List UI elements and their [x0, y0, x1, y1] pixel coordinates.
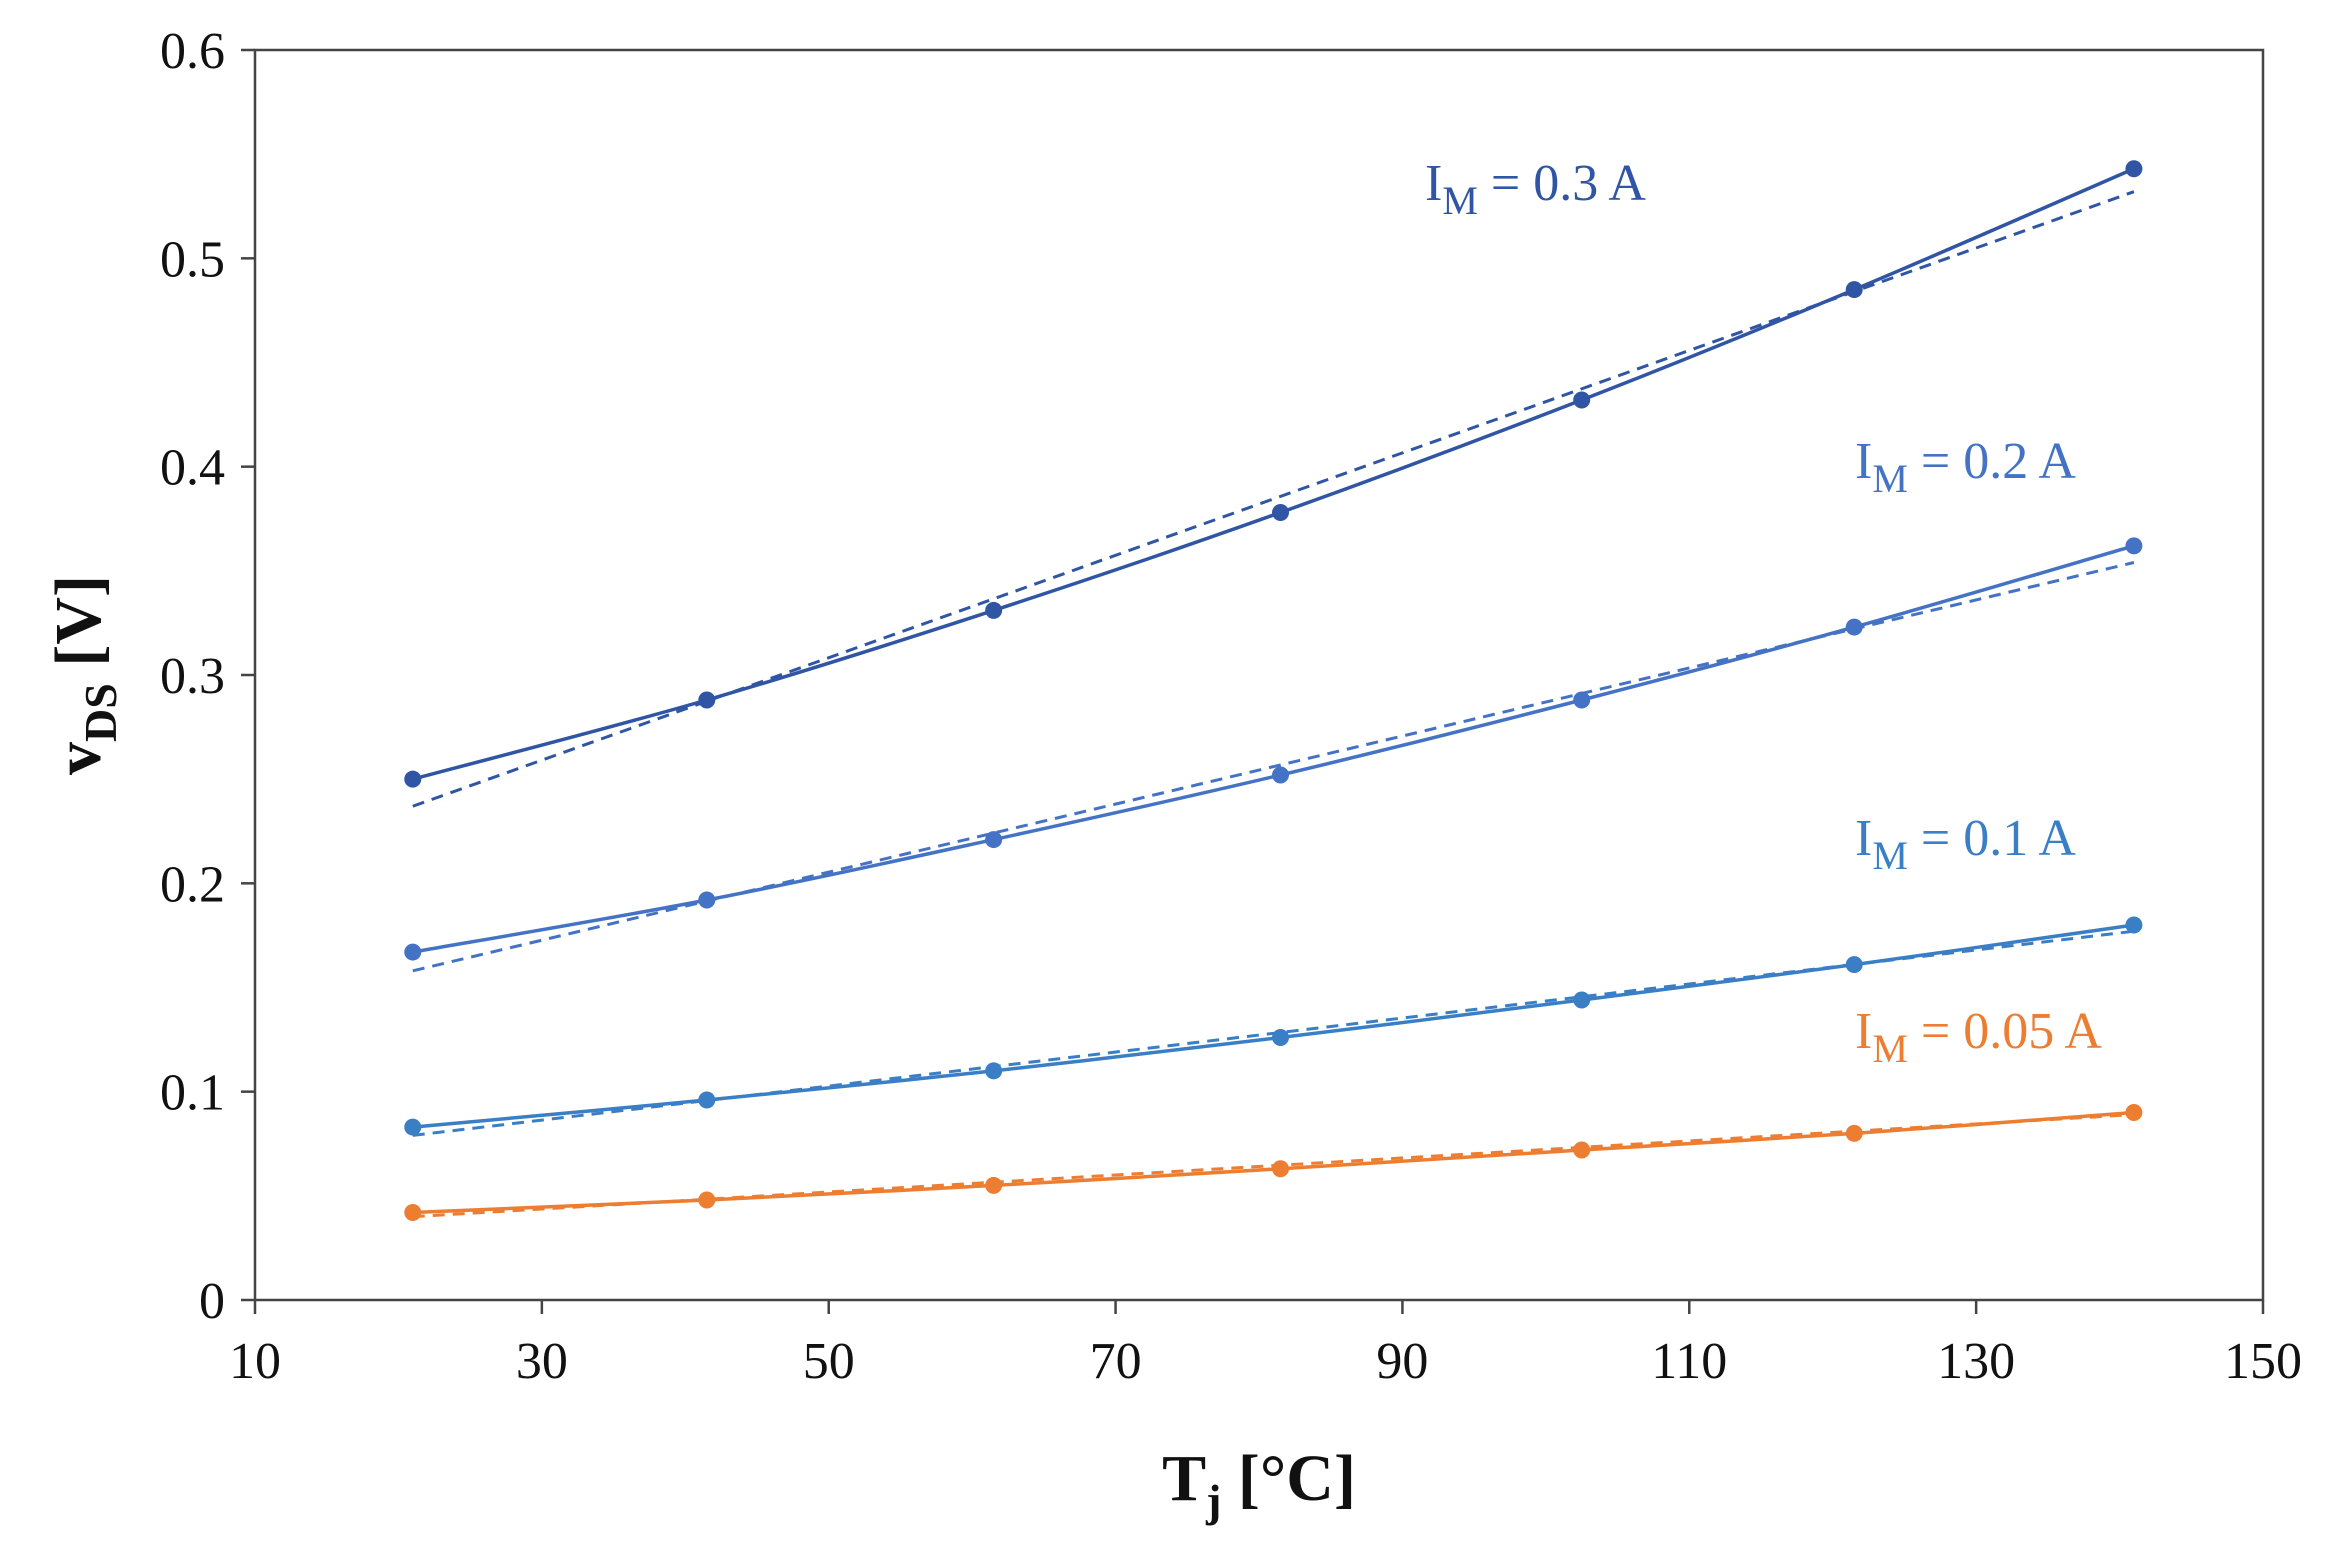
- data-point: [1573, 391, 1591, 409]
- data-point: [698, 691, 716, 709]
- data-point: [2125, 1104, 2143, 1121]
- series-label-1: IM = 0.2 A: [1855, 433, 2076, 501]
- x-tick-label: 130: [1937, 1333, 2015, 1390]
- data-point: [2125, 916, 2143, 934]
- data-point: [1272, 766, 1290, 784]
- data-point: [985, 831, 1003, 849]
- data-point: [1272, 504, 1290, 521]
- data-point: [1573, 1141, 1591, 1159]
- axis-ticks: 10 30 50 70 90 110 130 150 0 0.1 0.2 0.3 0.4 0.5 0.6: [160, 23, 2302, 1390]
- data-point: [1845, 1124, 1863, 1142]
- data-point: [985, 601, 1003, 619]
- data-point: [985, 1062, 1003, 1080]
- data-point: [1573, 691, 1591, 709]
- data-point: [1845, 281, 1863, 299]
- series-line-3: [412, 1110, 2135, 1215]
- data-point: [404, 1204, 422, 1221]
- x-axis-title: Tj [°C]: [1162, 1442, 1356, 1526]
- series-label-0: IM = 0.3 A: [1425, 155, 1646, 223]
- y-tick-label: 0.4: [160, 440, 225, 497]
- y-tick-label: 0.3: [160, 648, 225, 705]
- x-tick-label: 110: [1651, 1333, 1727, 1390]
- data-point: [404, 1118, 422, 1136]
- fit-line-1: [412, 561, 2135, 973]
- x-tick-label: 10: [229, 1333, 281, 1390]
- data-point: [698, 891, 716, 909]
- y-tick-label: 0: [199, 1273, 225, 1330]
- y-axis-title: vDS [V]: [42, 575, 126, 775]
- data-point: [985, 1176, 1003, 1194]
- series-line-1: [412, 544, 2135, 954]
- y-tick-label: 0.1: [160, 1065, 225, 1122]
- x-tick-label: 150: [2224, 1333, 2302, 1390]
- x-tick-label: 70: [1090, 1333, 1142, 1390]
- data-point: [698, 1091, 716, 1109]
- y-tick-label: 0.2: [160, 856, 225, 913]
- data-point: [404, 943, 422, 961]
- data-point: [2125, 160, 2143, 178]
- data-points: [404, 160, 2143, 1221]
- x-tick-label: 50: [803, 1333, 855, 1390]
- data-point: [1573, 991, 1591, 1009]
- y-tick-label: 0.6: [160, 23, 225, 80]
- x-tick-label: 30: [516, 1333, 568, 1390]
- data-point: [1272, 1160, 1290, 1178]
- x-tick-label: 90: [1376, 1333, 1428, 1390]
- data-point: [1272, 1029, 1290, 1046]
- series-label-3: IM = 0.05 A: [1855, 1003, 2102, 1071]
- y-tick-label: 0.5: [160, 231, 225, 288]
- series-labels: IM = 0.3 A IM = 0.2 A IM = 0.1 A IM = 0.05 …: [1425, 155, 2102, 1071]
- data-point: [1845, 618, 1863, 636]
- data-point: [1845, 956, 1863, 974]
- data-point: [404, 770, 422, 788]
- series-label-2: IM = 0.1 A: [1855, 810, 2076, 878]
- data-point: [2125, 537, 2143, 555]
- data-point: [698, 1191, 716, 1209]
